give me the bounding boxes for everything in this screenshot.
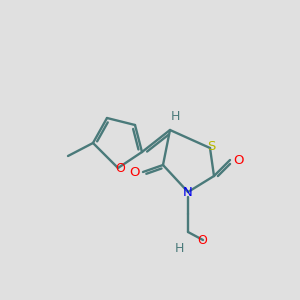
Text: N: N [183,187,193,200]
Text: O: O [197,235,207,248]
Text: O: O [234,154,244,166]
Text: H: H [170,110,180,122]
Text: O: O [129,166,139,178]
Text: O: O [115,163,125,176]
Text: H: H [174,242,184,256]
Text: S: S [207,140,215,154]
